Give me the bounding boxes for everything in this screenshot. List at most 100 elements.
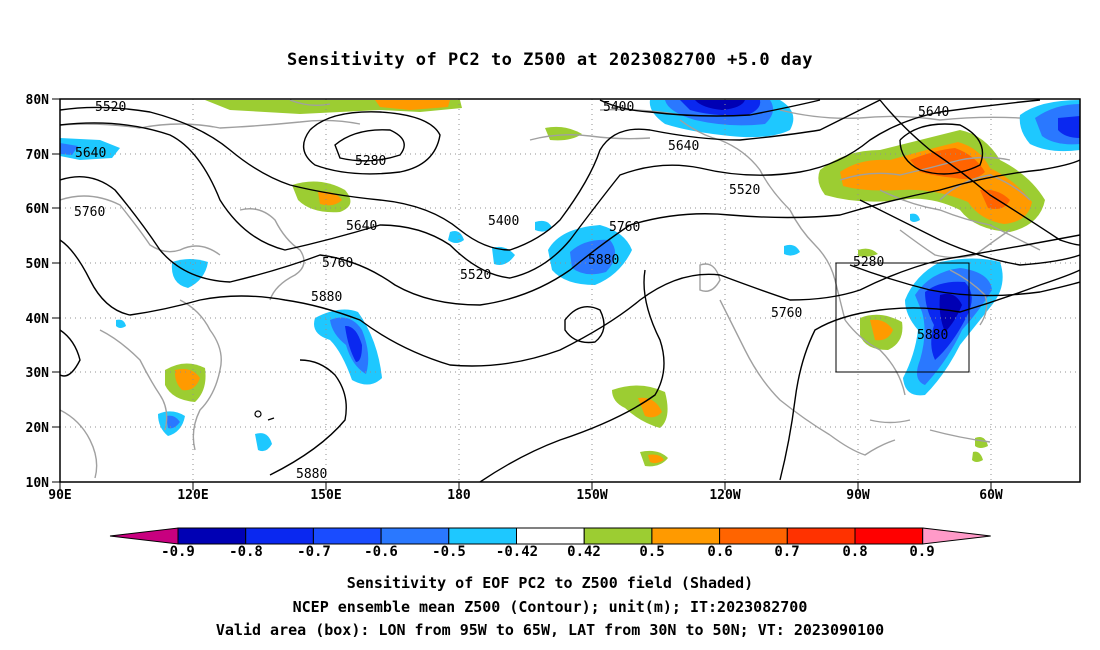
negative-region [910, 213, 920, 222]
tick-marks [52, 98, 992, 490]
valid-area-box [835, 262, 970, 373]
positive-region [545, 126, 582, 141]
shaded-sensitivity [60, 100, 1080, 467]
lon-labels: 90E 120E 150E 180 150W 120W 90W 60W [48, 488, 1003, 503]
contour-label: 5520 [95, 100, 126, 115]
negative-region [695, 100, 745, 110]
contour-5280-west [334, 129, 405, 162]
contour-label: 5640 [918, 105, 949, 120]
colorbar-label: -0.9 [161, 544, 195, 560]
colorbar-end-high [922, 527, 991, 545]
lon-tick-label: 120E [177, 488, 208, 503]
contour-5640 [60, 99, 1041, 279]
contour-5640-east [859, 199, 1080, 266]
negative-region [1058, 116, 1080, 138]
plot-frame [59, 98, 1081, 483]
lon-tick-label: 60W [979, 488, 1003, 503]
colorbar-label: 0.8 [842, 544, 867, 560]
positive-region [840, 142, 1032, 224]
negative-region [116, 319, 126, 328]
contour-label: 5880 [917, 328, 948, 343]
lat-tick-label: 20N [26, 421, 50, 436]
positive-region [375, 100, 450, 110]
lat-tick-label: 80N [26, 93, 50, 108]
positive-region [648, 454, 664, 464]
contour-5880-low [269, 359, 347, 476]
lat-tick-label: 40N [26, 312, 50, 327]
colorbar-segment [177, 527, 247, 545]
colorbar-label: 0.5 [639, 544, 664, 560]
negative-region [448, 231, 464, 243]
lat-tick-label: 60N [26, 202, 50, 217]
colorbar-segment [245, 527, 314, 545]
contour-label: 5520 [729, 183, 760, 198]
contour-label: 5760 [609, 220, 640, 235]
contour-5520 [60, 99, 881, 251]
contour-label: 5760 [322, 256, 353, 271]
colorbar-segment [719, 527, 788, 545]
colorbar-label: 0.6 [707, 544, 732, 560]
contour-label: 5640 [346, 219, 377, 234]
z500-contours [60, 99, 1080, 482]
contour-label: 5880 [588, 253, 619, 268]
lat-tick-label: 10N [26, 476, 50, 491]
colorbar-segment [786, 527, 856, 545]
contour-label: 5400 [603, 100, 634, 115]
colorbar-segment [516, 527, 585, 545]
colorbar-end-low [109, 527, 179, 545]
island-markers [254, 410, 275, 421]
colorbar-label: -0.8 [229, 544, 263, 560]
colorbar-label: 0.7 [774, 544, 799, 560]
colorbar-segment [448, 527, 517, 545]
contour-5400-east [599, 99, 821, 117]
negative-region [570, 239, 616, 275]
positive-region [980, 189, 1010, 209]
positive-region [870, 319, 893, 341]
caption-contour: NCEP ensemble mean Z500 (Contour); unit(… [292, 598, 808, 616]
negative-region [166, 415, 180, 429]
colorbar [109, 527, 991, 545]
contour-5280-east [899, 123, 984, 175]
colorbar-segment [854, 527, 924, 545]
contour-5880 [60, 234, 1080, 367]
contour-label: 5640 [75, 146, 106, 161]
contour-label: 5760 [771, 306, 802, 321]
colorbar-label: 0.9 [909, 544, 934, 560]
lon-tick-label: 90E [48, 488, 71, 503]
contour-5880-east [479, 269, 665, 482]
contour-label: 5520 [460, 268, 491, 283]
contour-5760-east [849, 264, 1080, 297]
chart-title: Sensitivity of PC2 to Z500 at 2023082700… [286, 50, 813, 70]
negative-region [345, 325, 362, 362]
negative-region [60, 143, 78, 155]
colorbar-label: -0.7 [297, 544, 331, 560]
contour-label: 5280 [355, 154, 386, 169]
contour-labels: 5520 5640 5760 5280 5640 5760 5880 5880 … [74, 100, 949, 482]
positive-region [858, 248, 878, 257]
contour-label: 5880 [296, 467, 327, 482]
contour-5880-ring [564, 306, 605, 344]
lon-tick-label: 180 [447, 488, 471, 503]
contour-label: 5880 [311, 290, 342, 305]
contour-label: 5400 [488, 214, 519, 229]
lon-tick-label: 90W [846, 488, 870, 503]
caption-valid-area: Valid area (box): LON from 95W to 65W, L… [215, 621, 885, 639]
negative-region [784, 244, 800, 256]
colorbar-segment [651, 527, 721, 545]
negative-region [492, 246, 515, 265]
coastlines [60, 99, 1041, 479]
lon-tick-label: 150W [576, 488, 607, 503]
colorbar-segment [380, 527, 450, 545]
lon-tick-label: 150E [310, 488, 341, 503]
caption-shaded: Sensitivity of EOF PC2 to Z500 field (Sh… [346, 574, 754, 592]
contour-5400-west [302, 111, 441, 175]
contour-5520-east [879, 99, 1080, 246]
positive-region [972, 451, 983, 462]
negative-region [535, 220, 552, 232]
colorbar-label: -0.5 [432, 544, 466, 560]
lat-tick-label: 70N [26, 148, 50, 163]
positive-region [612, 385, 668, 428]
lat-labels: 80N 70N 60N 50N 40N 30N 20N 10N [26, 93, 50, 491]
positive-region [318, 191, 342, 206]
contour-label: 5760 [74, 205, 105, 220]
